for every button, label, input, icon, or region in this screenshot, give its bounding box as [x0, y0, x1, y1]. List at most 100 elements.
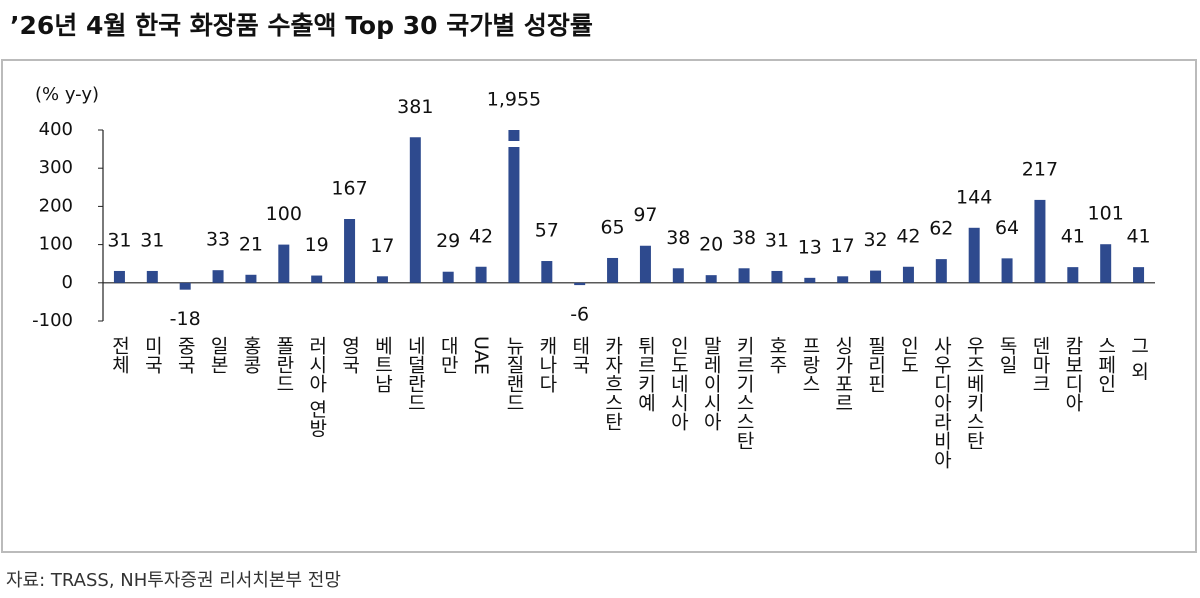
value-label: 17 — [831, 235, 855, 257]
x-tick-label: 키르기스스탄 — [733, 336, 756, 450]
value-label: 144 — [956, 186, 992, 208]
value-label: 21 — [239, 233, 263, 255]
bar — [574, 282, 586, 286]
bar — [344, 219, 356, 283]
x-tick-label: 호주 — [765, 336, 788, 374]
bar — [212, 270, 224, 283]
value-label: 32 — [863, 229, 887, 251]
bar — [1100, 244, 1112, 283]
x-tick-label: 일본 — [207, 336, 230, 374]
value-label: 31 — [140, 229, 164, 251]
value-label: 13 — [798, 236, 822, 258]
value-label: 100 — [266, 203, 302, 225]
x-tick-label: 중국 — [174, 336, 197, 374]
x-tick-label: UAE — [470, 336, 493, 375]
x-tick-label: 프랑스 — [798, 336, 821, 393]
y-axis-label: (% y-y) — [35, 84, 99, 105]
x-tick-label: 캄보디아 — [1061, 336, 1084, 412]
bar — [837, 276, 849, 283]
bar — [541, 261, 553, 283]
chart-title: ’26년 4월 한국 화장품 수출액 Top 30 국가별 성장률 — [10, 11, 593, 40]
x-tick-label: 스페인 — [1094, 336, 1117, 393]
x-tick-label: 전체 — [108, 336, 131, 374]
x-tick-label: 뉴질랜드 — [502, 336, 525, 412]
x-tick-label: 러시아 연방 — [305, 336, 328, 438]
value-label: 41 — [1061, 226, 1085, 248]
x-tick-label: 말레이시아 — [700, 336, 723, 431]
value-label: 29 — [436, 230, 460, 252]
x-tick-label: 캐나다 — [535, 336, 558, 393]
bar — [409, 137, 421, 283]
x-tick-label: 베트남 — [371, 336, 394, 393]
bar — [1133, 267, 1145, 283]
x-tick-label: 사우디아라비아 — [930, 336, 953, 469]
x-tick-label: 튀르키예 — [634, 336, 657, 412]
bar — [376, 276, 388, 283]
value-label: -6 — [570, 304, 589, 326]
value-label: 42 — [469, 225, 493, 247]
bar — [738, 268, 750, 283]
y-tick-label: 200 — [39, 195, 73, 216]
bar — [442, 271, 454, 283]
y-tick-label: -100 — [32, 310, 73, 331]
bar — [278, 244, 290, 283]
bar — [968, 227, 980, 283]
y-tick-label: 400 — [39, 119, 73, 140]
value-label: 33 — [206, 229, 230, 251]
y-tick-label: 100 — [39, 234, 73, 255]
value-label: 65 — [600, 216, 624, 238]
y-tick-label: 300 — [39, 157, 73, 178]
bar — [311, 275, 323, 283]
value-label: 217 — [1022, 158, 1058, 180]
value-label: 38 — [666, 227, 690, 249]
value-label: 57 — [535, 220, 559, 242]
chart-frame — [1, 59, 1197, 553]
x-tick-label: 필리핀 — [864, 336, 887, 393]
bar — [508, 130, 520, 283]
value-label: 42 — [896, 225, 920, 247]
bar — [1034, 199, 1046, 283]
value-label: 1,955 — [487, 89, 541, 111]
bar — [146, 270, 158, 283]
y-tick-label: 0 — [62, 272, 73, 293]
x-tick-label: 폴란드 — [272, 336, 295, 393]
x-tick-label: 싱가포르 — [831, 336, 854, 412]
x-tick-label: 대만 — [437, 336, 460, 374]
bar — [475, 266, 487, 283]
source-note: 자료: TRASS, NH투자증권 리서치본부 전망 — [6, 570, 341, 591]
value-label: -18 — [170, 308, 201, 330]
x-tick-label: 덴마크 — [1028, 336, 1051, 393]
value-label: 167 — [331, 178, 367, 200]
bar — [607, 257, 619, 283]
value-label: 17 — [370, 235, 394, 257]
value-label: 101 — [1088, 203, 1124, 225]
bar — [870, 270, 882, 283]
x-tick-label: 인도네시아 — [667, 336, 690, 431]
value-label: 381 — [397, 96, 433, 118]
bar — [639, 245, 651, 283]
bar — [672, 268, 684, 283]
x-tick-label: 영국 — [338, 336, 361, 374]
bar — [245, 274, 257, 283]
bar — [935, 259, 947, 283]
value-label: 20 — [699, 234, 723, 256]
x-tick-label: 미국 — [141, 336, 164, 374]
bar — [113, 270, 125, 283]
x-tick-label: 인도 — [897, 336, 920, 374]
bar — [902, 266, 914, 283]
value-label: 19 — [305, 234, 329, 256]
value-label: 41 — [1126, 226, 1150, 248]
bar — [179, 282, 191, 290]
value-label: 97 — [633, 204, 657, 226]
value-label: 38 — [732, 227, 756, 249]
x-tick-label: 우즈베키스탄 — [963, 336, 986, 450]
axis-break — [505, 141, 522, 147]
x-tick-label: 태국 — [568, 336, 591, 374]
x-tick-label: 홍콩 — [239, 336, 262, 374]
bar — [1001, 258, 1013, 283]
bar — [771, 270, 783, 283]
value-label: 62 — [929, 218, 953, 240]
x-tick-label: 카자흐스탄 — [601, 336, 624, 431]
